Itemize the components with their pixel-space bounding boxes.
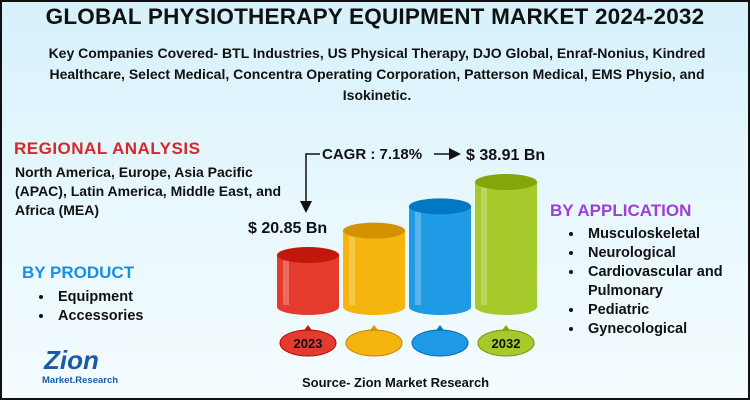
list-item: Cardiovascular and Pulmonary — [584, 263, 748, 301]
source-text: Source- Zion Market Research — [302, 375, 490, 390]
year-label: 2032 — [492, 336, 521, 351]
list-item: Neurological — [584, 244, 748, 263]
bar-2032 — [475, 174, 537, 315]
end-value-label: $ 38.91 Bn — [466, 147, 545, 164]
list-item: Pediatric — [584, 301, 748, 320]
cagr-down-arrow — [300, 153, 320, 213]
bar-segment-2 — [343, 222, 405, 315]
key-companies-text: Key Companies Covered- BTL Industries, U… — [48, 45, 706, 103]
page-title: GLOBAL PHYSIOTHERAPY EQUIPMENT MARKET 20… — [45, 4, 705, 29]
by-product-heading: BY PRODUCT — [22, 263, 135, 282]
list-item: Musculoskeletal — [584, 225, 748, 244]
product-list: Equipment Accessories — [36, 288, 143, 326]
list-item: Accessories — [54, 307, 143, 326]
cagr-label: CAGR : 7.18% — [322, 146, 422, 163]
list-item: Equipment — [54, 288, 143, 307]
application-list: Musculoskeletal Neurological Cardiovascu… — [566, 225, 748, 339]
start-value-label: $ 20.85 Bn — [248, 220, 327, 237]
bar-2023 — [277, 247, 339, 315]
by-application-heading: BY APPLICATION — [550, 201, 692, 220]
logo-wordmark: Zion — [43, 345, 99, 375]
bar-segment-3 — [409, 198, 471, 315]
year-badge-2 — [345, 325, 403, 357]
year-badge-1: 2023 — [279, 325, 337, 357]
zion-logo: Zion Market.Research — [42, 345, 118, 386]
regional-analysis-heading: REGIONAL ANALYSIS — [14, 139, 201, 158]
year-label: 2023 — [294, 336, 323, 351]
year-badge-4: 2032 — [477, 325, 535, 357]
year-badge-3 — [411, 325, 469, 357]
regional-analysis-text: North America, Europe, Asia Pacific (APA… — [15, 164, 282, 218]
list-item: Gynecological — [584, 320, 748, 339]
logo-subtitle: Market.Research — [42, 375, 118, 386]
